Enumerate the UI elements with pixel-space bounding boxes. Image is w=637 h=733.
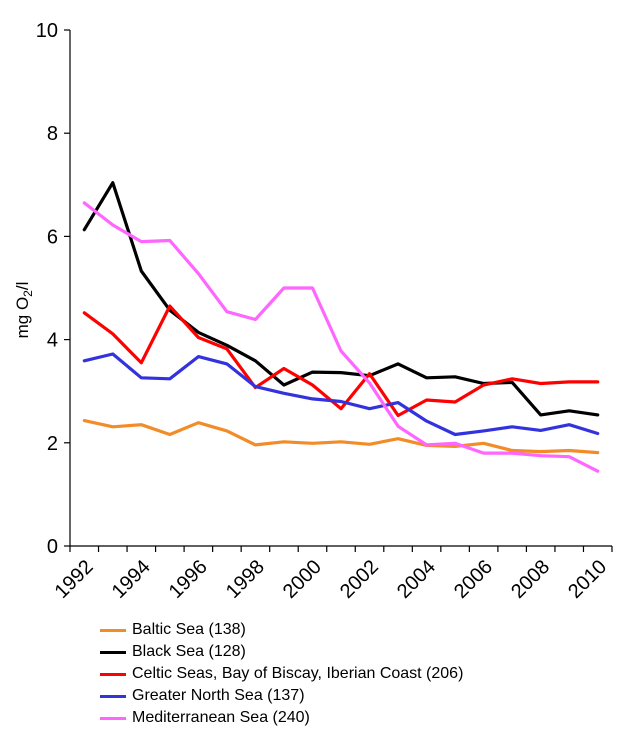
x-tick-label: 2010 (564, 556, 611, 603)
series-line-4 (82, 201, 600, 473)
legend-item: Greater North Sea (137) (100, 685, 463, 707)
legend-swatch (100, 628, 126, 632)
y-axis: 0 2 4 6 8 10 (36, 20, 71, 558)
y-tick-label: 2 (47, 433, 58, 455)
legend: Baltic Sea (138) Black Sea (128) Celtic Se… (100, 619, 463, 729)
x-tick-label: 2004 (393, 556, 440, 603)
x-tick-label: 1996 (165, 556, 212, 603)
y-tick-label: 0 (47, 536, 58, 558)
legend-label: Black Sea (128) (132, 643, 246, 660)
legend-label: Greater North Sea (137) (132, 687, 305, 704)
x-tick-label: 2002 (336, 556, 383, 603)
legend-label: Baltic Sea (138) (132, 621, 246, 638)
legend-swatch (100, 694, 126, 698)
legend-item: Mediterranean Sea (240) (100, 707, 463, 729)
y-axis-label: mg O2/l (13, 282, 35, 339)
legend-swatch (100, 716, 126, 720)
legend-label: Celtic Seas, Bay of Biscay, Iberian Coas… (132, 665, 464, 682)
y-tick-label: 4 (47, 330, 58, 352)
line-chart: 0 2 4 6 8 10 1992 1994 1996 1998 2000 2002 2004 2006… (13, 20, 613, 603)
series-line-1 (82, 181, 600, 417)
x-tick-label: 2006 (450, 556, 497, 603)
legend-swatch (100, 650, 126, 654)
legend-item: Black Sea (128) (100, 641, 463, 663)
legend-item: Baltic Sea (138) (100, 619, 463, 641)
legend-item: Celtic Seas, Bay of Biscay, Iberian Coas… (100, 663, 463, 685)
x-axis: 1992 1994 1996 1998 2000 2002 2004 2006 2008 2010 (51, 545, 613, 603)
series-lines (82, 181, 600, 473)
legend-label: Mediterranean Sea (240) (132, 709, 310, 726)
x-tick-label: 1998 (222, 556, 269, 603)
series-line-0 (82, 419, 600, 455)
y-tick-label: 10 (36, 20, 58, 42)
y-tick-label: 6 (47, 226, 58, 248)
x-tick-label: 1994 (108, 556, 155, 603)
series-line-2 (82, 304, 600, 418)
x-tick-label: 2008 (507, 556, 554, 603)
x-tick-label: 1992 (51, 556, 98, 603)
legend-swatch (100, 672, 126, 676)
y-tick-label: 8 (47, 123, 58, 145)
x-tick-label: 2000 (279, 556, 326, 603)
series-line-3 (82, 352, 600, 437)
